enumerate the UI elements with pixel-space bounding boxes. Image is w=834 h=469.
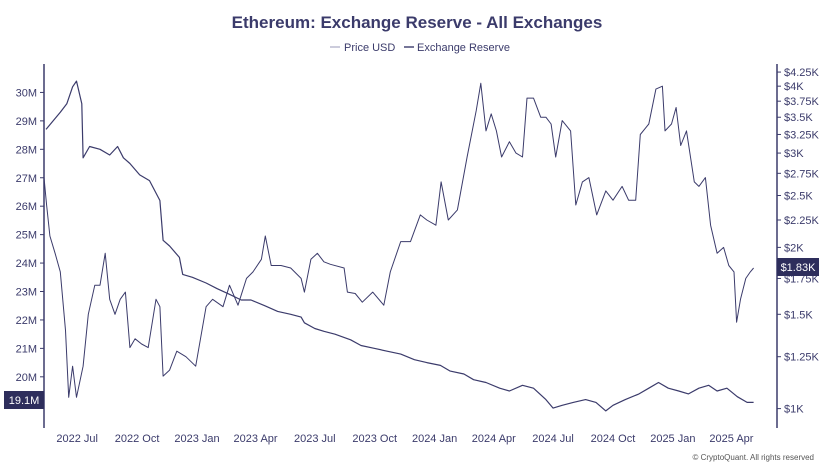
left-tick-label: 28M <box>16 144 37 156</box>
x-tick-label: 2023 Oct <box>352 433 397 445</box>
copyright-footer: © CryptoQuant. All rights reserved <box>693 453 815 462</box>
legend[interactable]: Price USD Exchange Reserve <box>330 42 510 54</box>
chart-title: Ethereum: Exchange Reserve - All Exchang… <box>232 13 603 32</box>
right-tick-label: $1.75K <box>784 273 820 285</box>
left-tick-label: 30M <box>16 87 37 99</box>
right-tick-label: $1K <box>784 404 804 416</box>
left-tick-label: 29M <box>16 116 37 128</box>
right-tick-label: $3.75K <box>784 96 820 108</box>
left-tick-label: 26M <box>16 201 37 213</box>
right-tick-label: $1.5K <box>784 309 813 321</box>
left-axis-ticks: 20M 21M 22M 23M 24M 25M 26M 27M 28M 29M 30M <box>16 87 44 384</box>
legend-label-reserve[interactable]: Exchange Reserve <box>417 42 510 54</box>
x-tick-label: 2022 Jul <box>56 433 98 445</box>
x-axis-ticks: 2022 Jul 2022 Oct 2023 Jan 2023 Apr 2023 Jul… <box>56 433 753 445</box>
legend-label-price[interactable]: Price USD <box>344 42 395 54</box>
left-tick-label: 20M <box>16 372 37 384</box>
x-tick-label: 2023 Jan <box>174 433 219 445</box>
series-line-price-usd <box>43 82 754 398</box>
left-tick-label: 25M <box>16 230 37 242</box>
right-tick-label: $2.75K <box>784 168 820 180</box>
left-tick-label: 22M <box>16 315 37 327</box>
left-tick-label: 24M <box>16 258 37 270</box>
right-tag-box <box>777 258 819 276</box>
left-last-value-tag: 19.1M <box>4 391 44 409</box>
x-tick-label: 2023 Apr <box>234 433 278 445</box>
x-tick-label: 2024 Apr <box>472 433 516 445</box>
x-tick-label: 2024 Oct <box>591 433 636 445</box>
left-tag-label: 19.1M <box>9 395 40 407</box>
right-tick-label: $4K <box>784 81 804 93</box>
right-tick-label: $2.5K <box>784 190 813 202</box>
right-tick-label: $3.5K <box>784 112 813 124</box>
left-tick-label: 27M <box>16 173 37 185</box>
left-tag-box <box>4 391 44 409</box>
right-axis-ticks: $1K $1.25K $1.5K $1.75K $2K $2.25K $2.5K $2.75K… <box>777 67 820 416</box>
right-tick-label: $2.25K <box>784 215 820 227</box>
right-tick-label: $1.25K <box>784 352 820 364</box>
x-tick-label: 2025 Jan <box>650 433 695 445</box>
x-tick-label: 2023 Jul <box>294 433 336 445</box>
left-tick-label: 23M <box>16 287 37 299</box>
x-tick-label: 2025 Apr <box>709 433 753 445</box>
x-tick-label: 2022 Oct <box>115 433 160 445</box>
right-tag-label: $1.83K <box>781 262 817 274</box>
left-tick-label: 21M <box>16 343 37 355</box>
right-last-value-tag: $1.83K <box>777 258 819 276</box>
right-tick-label: $3.25K <box>784 129 820 141</box>
right-tick-label: $4.25K <box>784 67 820 79</box>
right-tick-label: $3K <box>784 148 804 160</box>
series-line-exchange-reserve <box>45 80 754 412</box>
x-tick-label: 2024 Jul <box>532 433 574 445</box>
right-tick-label: $2K <box>784 242 804 254</box>
x-tick-label: 2024 Jan <box>412 433 457 445</box>
